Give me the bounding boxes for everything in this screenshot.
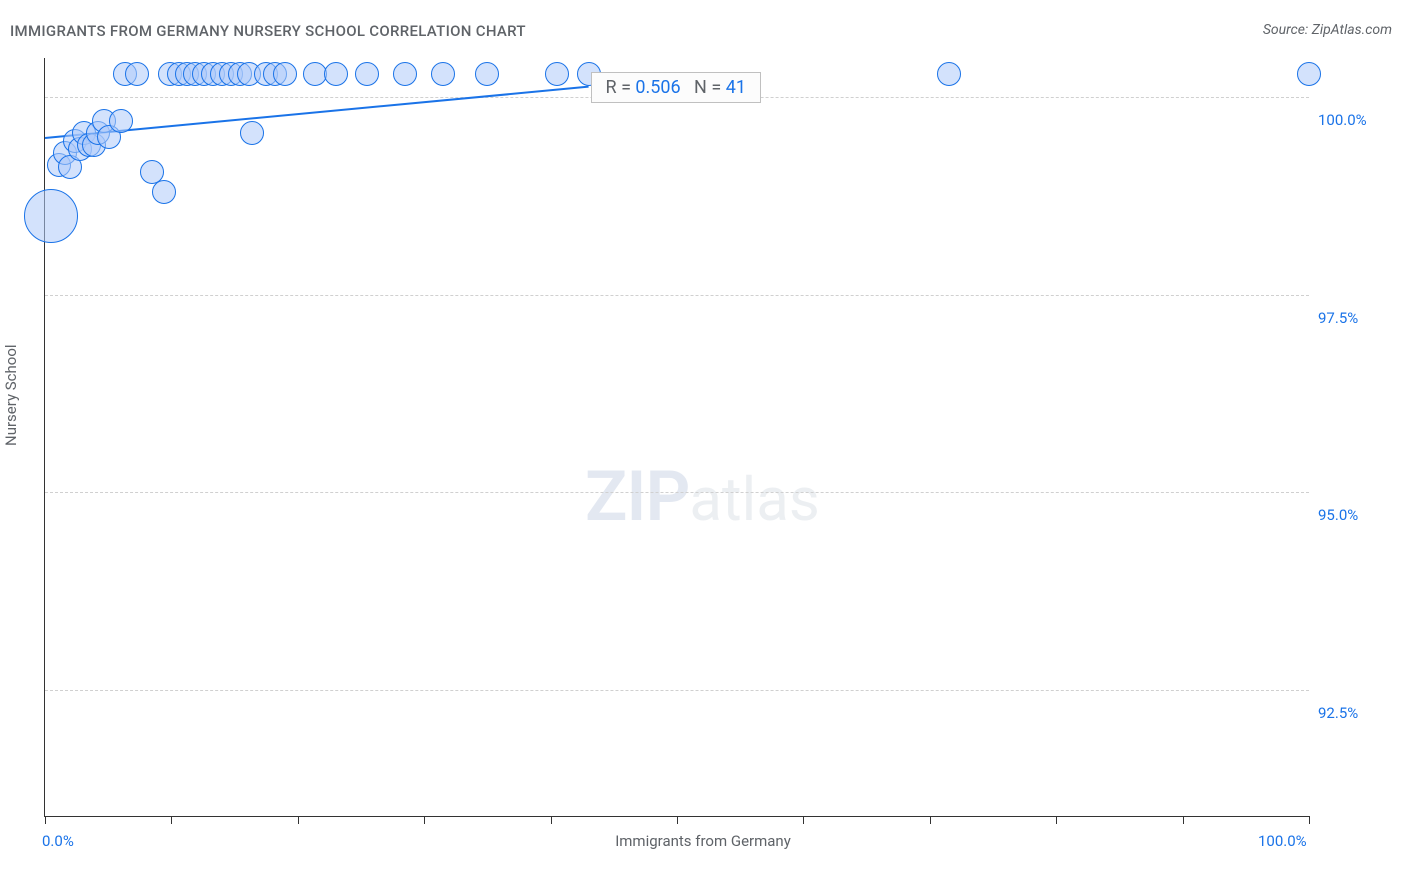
scatter-point [1297,62,1321,86]
stat-n-value: 41 [726,77,746,98]
y-tick-label: 97.5% [1318,309,1358,327]
x-tick [45,816,46,824]
correlation-stat-box: R = 0.506 N = 41 [591,72,761,103]
scatter-point [240,121,264,145]
scatter-point [109,109,133,133]
scatter-point [24,189,78,243]
y-tick-label: 100.0% [1318,111,1367,129]
x-tick [1056,816,1057,824]
y-tick-label: 92.5% [1318,704,1358,722]
scatter-point [431,62,455,86]
stat-n-prefix: N = [694,77,726,98]
scatter-point [393,62,417,86]
scatter-point [937,62,961,86]
x-tick [551,816,552,824]
scatter-point [125,62,149,86]
y-tick-label: 95.0% [1318,506,1358,524]
scatter-point [475,62,499,86]
x-tick [930,816,931,824]
grid-line [45,492,1309,493]
x-tick [803,816,804,824]
x-tick-label: 0.0% [42,832,74,850]
grid-line [45,295,1309,296]
x-axis-title: Immigrants from Germany [0,832,1406,850]
watermark: ZIPatlas [585,456,820,538]
stat-r-prefix: R = [606,77,636,98]
scatter-point [355,62,379,86]
stat-r-value: 0.506 [635,77,680,98]
x-tick [298,816,299,824]
x-tick [1309,816,1310,824]
y-axis-title: Nursery School [2,344,20,446]
x-tick [677,816,678,824]
x-tick [171,816,172,824]
chart-plot-area: ZIPatlas R = 0.506 N = 41 [44,58,1309,817]
stat-gap [681,77,694,98]
scatter-point [152,180,176,204]
chart-title: IMMIGRANTS FROM GERMANY NURSERY SCHOOL C… [10,22,526,40]
chart-container: IMMIGRANTS FROM GERMANY NURSERY SCHOOL C… [0,0,1406,892]
x-tick-label: 100.0% [1258,832,1307,850]
source-name: ZipAtlas.com [1312,22,1392,38]
source-prefix: Source: [1263,22,1312,38]
watermark-atlas: atlas [689,464,819,535]
x-tick [424,816,425,824]
scatter-point [545,62,569,86]
source-credit: Source: ZipAtlas.com [1263,22,1392,38]
scatter-point [324,62,348,86]
scatter-point [273,62,297,86]
grid-line [45,690,1309,691]
watermark-zip: ZIP [585,456,689,538]
x-tick [1183,816,1184,824]
